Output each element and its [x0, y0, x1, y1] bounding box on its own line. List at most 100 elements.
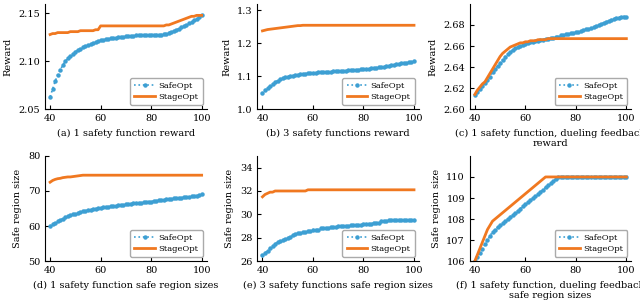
StageOpt [304, 188, 312, 192]
StageOpt [79, 173, 87, 177]
Legend: SafeOpt, StageOpt: SafeOpt, StageOpt [555, 78, 627, 105]
Line: SafeOpt: SafeOpt [474, 15, 628, 97]
Legend: SafeOpt, StageOpt: SafeOpt, StageOpt [342, 78, 415, 105]
Legend: SafeOpt, StageOpt: SafeOpt, StageOpt [130, 78, 202, 105]
StageOpt [564, 175, 572, 179]
X-axis label: (b) 3 safety functions reward: (b) 3 safety functions reward [266, 129, 410, 138]
Y-axis label: Safe region size: Safe region size [13, 169, 22, 248]
SafeOpt [77, 210, 84, 214]
SafeOpt [562, 33, 570, 36]
X-axis label: (c) 1 safety function, dueling feedback
reward: (c) 1 safety function, dueling feedback … [456, 129, 640, 148]
SafeOpt [501, 55, 509, 58]
SafeOpt [602, 20, 610, 24]
SafeOpt [137, 34, 145, 37]
StageOpt [77, 174, 84, 177]
SafeOpt [127, 35, 135, 38]
StageOpt [294, 189, 301, 193]
SafeOpt [259, 92, 266, 95]
StageOpt [471, 259, 479, 263]
StageOpt [314, 188, 322, 192]
StageOpt [392, 23, 400, 27]
StageOpt [605, 175, 612, 179]
Legend: SafeOpt, StageOpt: SafeOpt, StageOpt [342, 230, 415, 257]
SafeOpt [564, 175, 572, 179]
StageOpt [564, 37, 572, 40]
Line: SafeOpt: SafeOpt [474, 175, 628, 263]
StageOpt [410, 188, 418, 192]
SafeOpt [410, 218, 418, 222]
SafeOpt [552, 177, 559, 181]
SafeOpt [46, 95, 54, 98]
StageOpt [410, 23, 418, 27]
StageOpt [137, 24, 145, 28]
StageOpt [623, 37, 630, 40]
StageOpt [46, 180, 54, 184]
StageOpt [471, 93, 479, 96]
SafeOpt [554, 175, 562, 179]
SafeOpt [99, 206, 107, 209]
StageOpt [289, 189, 296, 193]
StageOpt [140, 173, 147, 177]
Line: StageOpt: StageOpt [50, 16, 202, 35]
StageOpt [501, 50, 509, 53]
StageOpt [99, 24, 107, 28]
SafeOpt [312, 228, 319, 231]
Line: StageOpt: StageOpt [50, 175, 202, 182]
SafeOpt [289, 233, 296, 237]
StageOpt [524, 40, 532, 43]
StageOpt [392, 188, 400, 192]
StageOpt [193, 14, 200, 17]
StageOpt [178, 18, 186, 22]
StageOpt [623, 175, 630, 179]
Y-axis label: Reward: Reward [4, 37, 13, 76]
SafeOpt [259, 254, 266, 257]
X-axis label: (e) 3 safety functions safe region sizes: (e) 3 safety functions safe region sizes [243, 281, 433, 290]
Legend: SafeOpt, StageOpt: SafeOpt, StageOpt [555, 230, 627, 257]
Line: SafeOpt: SafeOpt [261, 219, 415, 257]
StageOpt [342, 23, 349, 27]
StageOpt [544, 37, 552, 40]
SafeOpt [77, 47, 84, 51]
Line: StageOpt: StageOpt [475, 177, 627, 261]
Y-axis label: Reward: Reward [222, 37, 232, 76]
SafeOpt [552, 35, 559, 38]
StageOpt [77, 29, 84, 33]
StageOpt [84, 173, 92, 177]
SafeOpt [198, 193, 205, 196]
StageOpt [352, 23, 360, 27]
StageOpt [198, 14, 205, 17]
Y-axis label: Reward: Reward [429, 37, 438, 76]
StageOpt [554, 175, 562, 179]
StageOpt [259, 195, 266, 199]
SafeOpt [501, 219, 509, 223]
Line: StageOpt: StageOpt [262, 25, 414, 31]
StageOpt [102, 173, 109, 177]
StageOpt [294, 24, 301, 27]
SafeOpt [623, 175, 630, 179]
SafeOpt [349, 68, 357, 72]
StageOpt [46, 33, 54, 36]
SafeOpt [605, 175, 612, 179]
SafeOpt [349, 223, 357, 227]
SafeOpt [178, 196, 186, 199]
Line: StageOpt: StageOpt [262, 190, 414, 197]
StageOpt [259, 29, 266, 33]
X-axis label: (a) 1 safety function reward: (a) 1 safety function reward [57, 129, 195, 138]
StageOpt [82, 29, 90, 33]
SafeOpt [471, 94, 479, 97]
Line: SafeOpt: SafeOpt [49, 193, 203, 228]
StageOpt [554, 37, 562, 40]
X-axis label: (f) 1 safety function, dueling feedback
safe region sizes: (f) 1 safety function, dueling feedback … [456, 281, 640, 300]
StageOpt [127, 24, 135, 28]
StageOpt [506, 205, 514, 208]
SafeOpt [524, 200, 532, 204]
SafeOpt [623, 15, 630, 18]
StageOpt [289, 24, 296, 28]
SafeOpt [339, 69, 347, 72]
Legend: SafeOpt, StageOpt: SafeOpt, StageOpt [130, 230, 202, 257]
SafeOpt [618, 15, 625, 18]
StageOpt [541, 175, 549, 179]
StageOpt [314, 23, 322, 27]
Y-axis label: Safe region size: Safe region size [432, 169, 441, 248]
SafeOpt [137, 201, 145, 204]
